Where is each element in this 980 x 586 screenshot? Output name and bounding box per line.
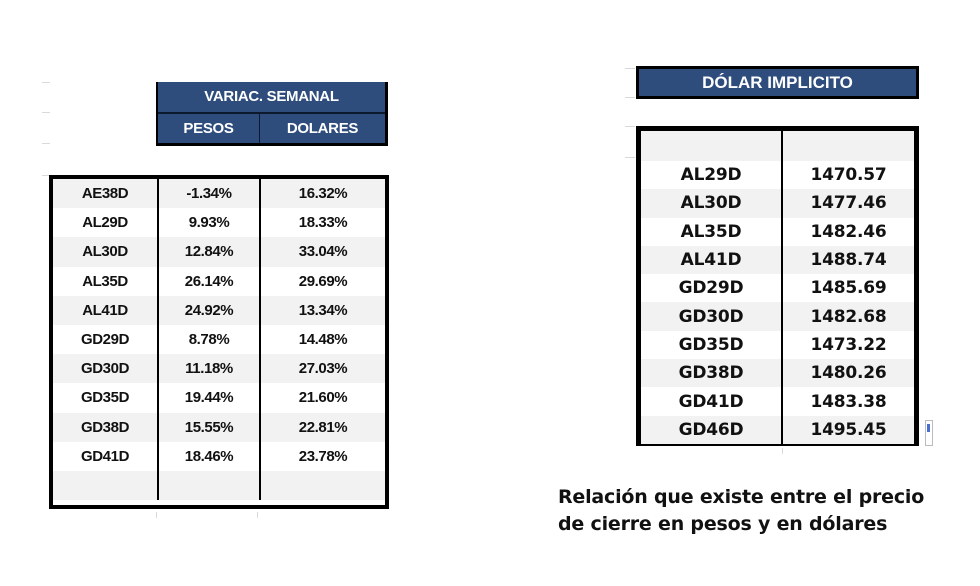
- table-row: AL30D 1477.46: [641, 189, 914, 218]
- dolares-cell: 29.69%: [298, 272, 348, 290]
- table-row: GD30D 11.18% 27.03%: [53, 354, 385, 384]
- implied-rate-cell: 1485.69: [810, 278, 887, 299]
- grid-tick: [156, 512, 157, 518]
- ticker-cell: GD35D: [641, 330, 783, 360]
- table-row: AL35D 26.14% 29.69%: [53, 266, 385, 296]
- dolares-cell: 18.33%: [298, 214, 348, 232]
- ticker-cell: GD35D: [53, 383, 159, 413]
- ticker-cell: AL30D: [53, 237, 159, 267]
- cell-handle-icon: [925, 420, 933, 446]
- ticker-cell: AL29D: [641, 161, 783, 190]
- dolares-cell: 27.03%: [260, 354, 385, 384]
- variacion-semanal-title: VARIAC. SEMANAL: [158, 82, 385, 114]
- ticker-cell: [53, 470, 159, 501]
- ticker-cell: GD38D: [53, 412, 159, 442]
- table-row: AL41D 1488.74: [641, 245, 914, 275]
- dolares-cell: 13.34%: [260, 295, 385, 325]
- pesos-cell: -1.34%: [158, 179, 261, 209]
- grid-tick: [42, 112, 50, 113]
- pesos-cell: 26.14%: [158, 266, 261, 296]
- grid-tick: [257, 512, 258, 518]
- ticker-cell: GD29D: [53, 324, 159, 355]
- implied-rate-cell: [782, 131, 914, 161]
- ticker-cell: GD46D: [641, 415, 783, 444]
- implied-rate-cell: 1473.22: [810, 334, 887, 355]
- dolares-cell: 16.32%: [260, 179, 385, 209]
- grid-tick: [42, 175, 50, 176]
- implied-rate-cell: 1488.74: [782, 245, 914, 275]
- table-row: GD46D 1495.45: [641, 415, 914, 444]
- implied-rate-cell: 1482.68: [782, 302, 914, 331]
- pesos-cell: 15.55%: [158, 412, 261, 442]
- table-row: GD35D 1473.22: [641, 330, 914, 360]
- table-row: GD41D 18.46% 23.78%: [53, 441, 385, 471]
- grid-tick: [42, 82, 50, 83]
- table-row: GD41D 1483.38: [641, 387, 914, 416]
- ticker-cell: GD29D: [641, 274, 783, 303]
- pesos-cell: 8.78%: [158, 324, 261, 355]
- grid-tick: [625, 157, 635, 158]
- table-row: AL29D 1470.57: [641, 161, 914, 190]
- table-row: AL41D 24.92% 13.34%: [53, 295, 385, 325]
- pesos-cell: 9.93%: [158, 208, 261, 238]
- ticker-cell: [641, 131, 783, 161]
- implied-rate-cell: 1480.26: [782, 359, 914, 388]
- ticker-cell: GD38D: [641, 359, 783, 388]
- column-header-dolares: DOLARES: [286, 120, 359, 137]
- pesos-cell: 18.46%: [158, 441, 261, 471]
- grid-tick: [625, 126, 635, 127]
- ticker-cell: AE38D: [53, 179, 159, 209]
- ticker-cell: AL35D: [53, 266, 159, 296]
- ticker-cell: AL41D: [641, 245, 783, 275]
- pesos-cell: 24.92%: [158, 295, 261, 325]
- ticker-cell: GD30D: [53, 354, 159, 384]
- implied-rate-cell: 1483.38: [810, 391, 887, 412]
- ticker-cell: GD41D: [53, 441, 159, 471]
- caption-line-1: Relación que existe entre el precio: [558, 486, 925, 508]
- dolares-cell: 14.48%: [298, 331, 348, 349]
- table-row: AL35D 1482.46: [641, 217, 914, 246]
- dolar-implicito-title: DÓLAR IMPLICITO: [636, 66, 919, 99]
- pesos-cell: 19.44%: [158, 383, 261, 413]
- ticker-cell: GD41D: [641, 387, 783, 416]
- table-row: [53, 470, 385, 501]
- table-row: GD30D 1482.68: [641, 302, 914, 331]
- grid-tick: [625, 68, 635, 69]
- dolares-cell: 21.60%: [298, 389, 348, 407]
- dolares-cell: 23.78%: [298, 447, 348, 465]
- implied-rate-cell: 1495.45: [782, 415, 914, 444]
- ticker-cell: AL30D: [641, 189, 783, 218]
- table-row: GD38D 15.55% 22.81%: [53, 412, 385, 442]
- table-row: [641, 131, 914, 161]
- ticker-cell: AL35D: [641, 217, 783, 246]
- caption: Relación que existe entre el precio de c…: [558, 484, 978, 538]
- dolares-cell: 22.81%: [260, 412, 385, 442]
- ticker-cell: AL29D: [53, 208, 159, 238]
- table-row: GD35D 19.44% 21.60%: [53, 383, 385, 413]
- dolares-cell: 33.04%: [260, 237, 385, 267]
- table-row: GD38D 1480.26: [641, 359, 914, 388]
- pesos-cell: 12.84%: [158, 237, 261, 267]
- dolares-cell: [260, 470, 385, 501]
- table-row: AL29D 9.93% 18.33%: [53, 208, 385, 238]
- table-row: AE38D -1.34% 16.32%: [53, 179, 385, 209]
- implied-rate-cell: 1477.46: [782, 189, 914, 218]
- column-header-pesos: PESOS: [158, 114, 260, 143]
- grid-tick: [782, 448, 783, 454]
- table-row: GD29D 8.78% 14.48%: [53, 324, 385, 355]
- table-row: AL30D 12.84% 33.04%: [53, 237, 385, 267]
- caption-line-2: de cierre en pesos y en dólares: [558, 513, 888, 535]
- grid-tick: [625, 97, 635, 98]
- grid-tick: [42, 143, 50, 144]
- table-row: GD29D 1485.69: [641, 274, 914, 303]
- pesos-cell: 11.18%: [158, 354, 261, 384]
- pesos-cell: [158, 470, 261, 501]
- implied-rate-cell: 1470.57: [810, 165, 887, 186]
- ticker-cell: GD30D: [641, 302, 783, 331]
- implied-rate-cell: 1482.46: [810, 221, 887, 242]
- variacion-semanal-header: VARIAC. SEMANAL PESOS DOLARES: [156, 82, 388, 146]
- ticker-cell: AL41D: [53, 295, 159, 325]
- dolar-implicito-table: AL29D 1470.57 AL30D 1477.46 AL35D 1482.46 AL41…: [636, 126, 919, 446]
- variacion-semanal-table: AE38D -1.34% 16.32% AL29D 9.93% 18.33% AL30D 12…: [49, 175, 389, 509]
